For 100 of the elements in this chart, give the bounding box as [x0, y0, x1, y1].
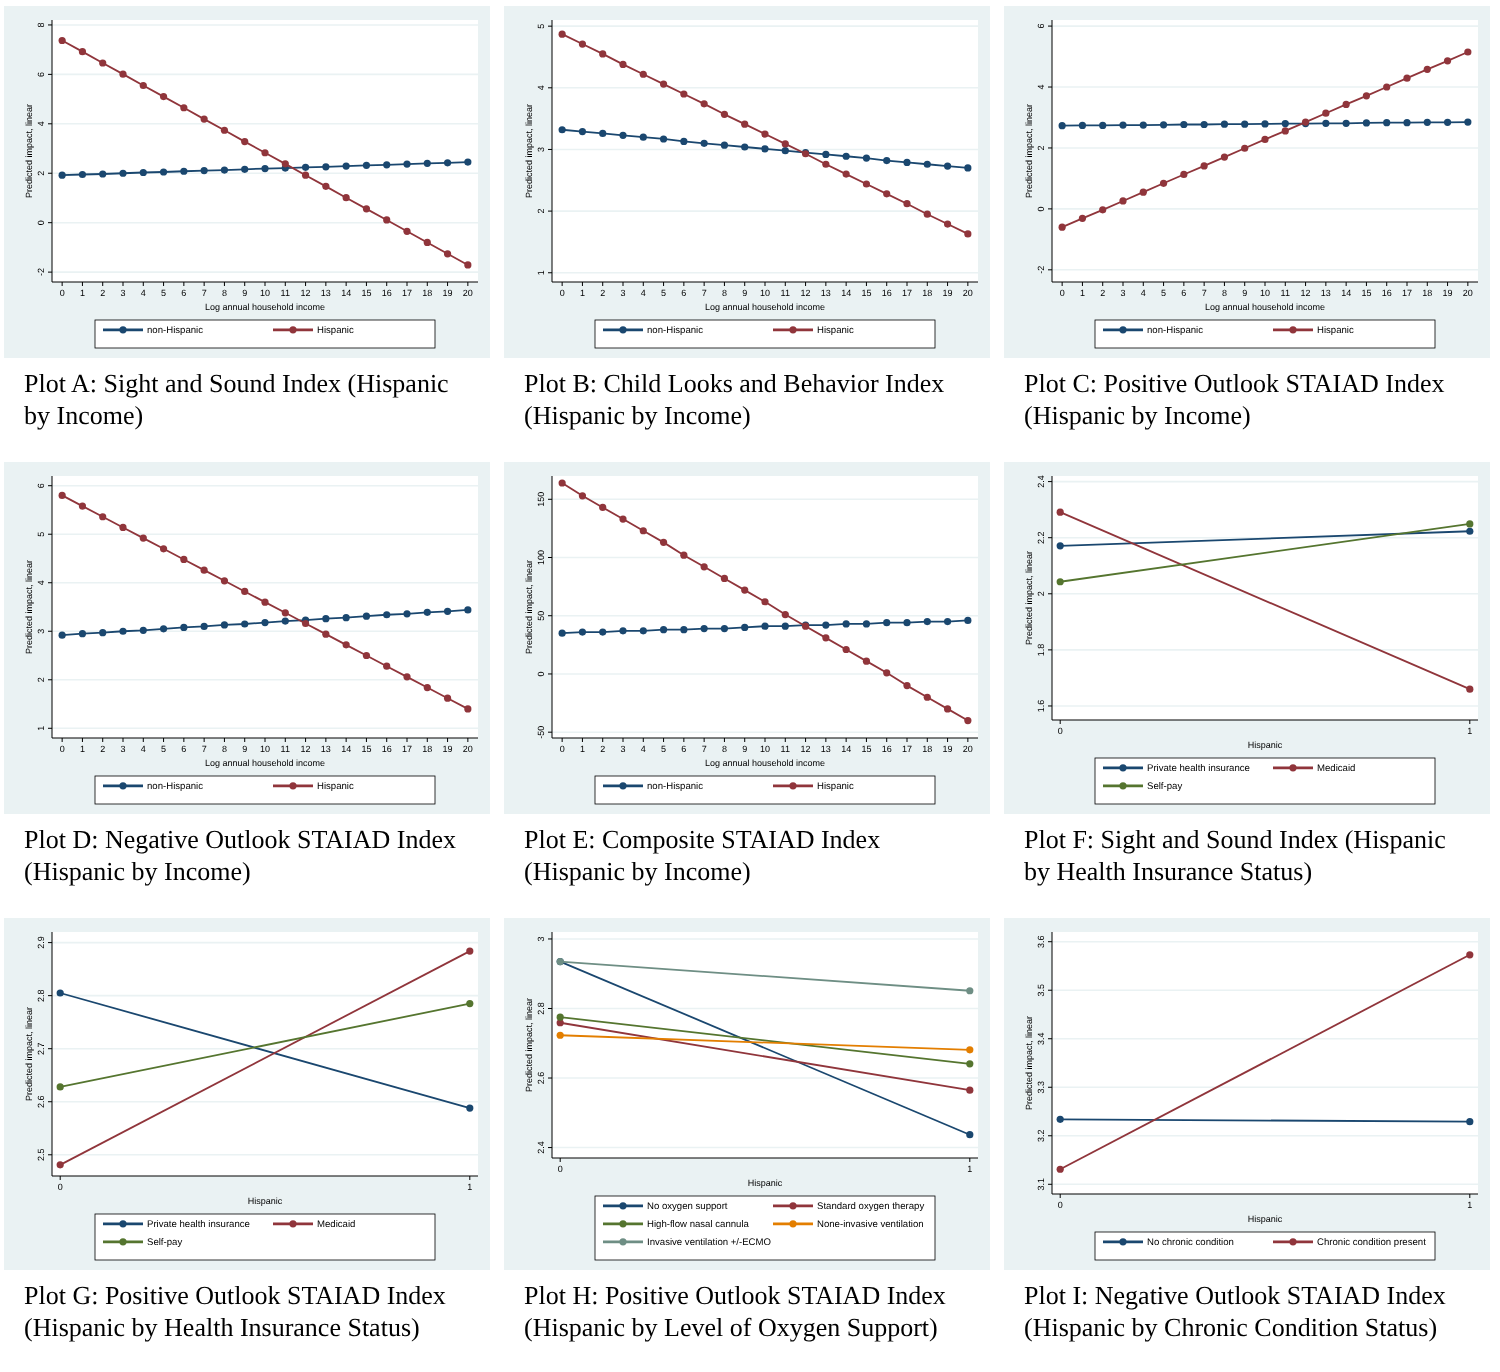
point: [423, 683, 431, 692]
point: [159, 625, 168, 633]
point: [383, 161, 391, 169]
point: [1466, 527, 1474, 535]
point: [180, 623, 188, 631]
point: [1078, 214, 1087, 222]
point: [964, 716, 972, 725]
point: [966, 987, 974, 995]
point: [342, 162, 350, 170]
point: [923, 160, 931, 168]
point: [58, 171, 66, 179]
point: [1281, 119, 1289, 128]
point: [200, 622, 208, 631]
point: [680, 626, 688, 634]
point: [639, 527, 647, 535]
point: [943, 705, 952, 713]
point: [1241, 144, 1249, 152]
point: [639, 133, 647, 141]
point: [659, 626, 668, 634]
point: [1180, 170, 1188, 179]
text: Plot E: Composite STAIAD Index (Hispanic by Income): [524, 824, 882, 886]
point: [342, 641, 350, 649]
point: [1200, 120, 1208, 129]
point: [680, 137, 688, 146]
point: [99, 59, 107, 67]
point: [556, 1031, 564, 1039]
point: [301, 163, 310, 171]
text: Plot F: Sight and Sound Index (Hispanic by Health Insurance Status): [1024, 824, 1447, 886]
point: [119, 627, 127, 635]
point: [720, 141, 729, 149]
point: [842, 170, 850, 178]
point: [599, 50, 607, 58]
point: [923, 210, 931, 218]
point: [903, 158, 911, 166]
text: Plot G: Positive Outlook STAIAD Index (Hispanic by Health Insurance Status): [24, 1280, 447, 1342]
point: [1056, 508, 1064, 516]
point: [464, 606, 472, 614]
point: [842, 620, 850, 628]
point: [78, 170, 87, 179]
point: [1383, 83, 1391, 91]
point: [558, 126, 566, 134]
point: [619, 131, 627, 139]
point: [558, 30, 566, 38]
point: [464, 261, 472, 269]
point: [966, 1086, 974, 1094]
text: Plot C: Positive Outlook STAIAD Index (Hispanic by Income): [1024, 368, 1446, 430]
point: [862, 620, 871, 628]
point: [1362, 92, 1371, 100]
point: [362, 651, 371, 660]
point: [964, 616, 972, 624]
point: [1159, 179, 1168, 187]
point: [1423, 118, 1431, 126]
point: [781, 610, 789, 619]
point: [58, 491, 66, 500]
point: [943, 617, 952, 626]
point: [301, 171, 310, 179]
point: [1241, 120, 1249, 128]
point: [383, 216, 391, 224]
point: [1261, 135, 1269, 144]
point: [700, 139, 708, 147]
point: [842, 152, 850, 160]
point: [720, 110, 729, 118]
point: [119, 169, 127, 177]
point: [883, 190, 891, 198]
point: [680, 90, 688, 98]
point: [322, 182, 330, 190]
point: [159, 168, 168, 176]
point: [883, 619, 891, 627]
point: [241, 165, 249, 173]
point: [342, 614, 350, 622]
point: [403, 673, 411, 681]
point: [761, 598, 769, 606]
point: [180, 104, 188, 112]
point: [720, 624, 729, 633]
point: [139, 168, 147, 177]
point: [680, 551, 688, 559]
point: [322, 615, 330, 623]
point: [862, 180, 871, 188]
point: [220, 621, 229, 629]
point: [943, 162, 952, 170]
point: [578, 492, 587, 500]
point: [56, 1161, 64, 1169]
point: [56, 989, 64, 997]
point: [639, 70, 647, 78]
point: [1099, 206, 1107, 214]
point: [1139, 121, 1147, 129]
text: Plot B: Child Looks and Behavior Index (Hispanic by Income): [524, 368, 946, 430]
point: [139, 81, 147, 90]
point: [578, 628, 587, 636]
point: [903, 200, 911, 208]
text: Plot H: Positive Outlook STAIAD Index (Hispanic by Level of Oxygen Support): [524, 1280, 947, 1342]
point: [281, 617, 289, 625]
point: [700, 100, 708, 108]
point: [1362, 119, 1371, 127]
point: [403, 610, 411, 618]
point: [619, 627, 627, 635]
point: [1464, 48, 1472, 56]
point: [403, 227, 411, 235]
point: [556, 1013, 564, 1021]
point: [180, 167, 188, 175]
